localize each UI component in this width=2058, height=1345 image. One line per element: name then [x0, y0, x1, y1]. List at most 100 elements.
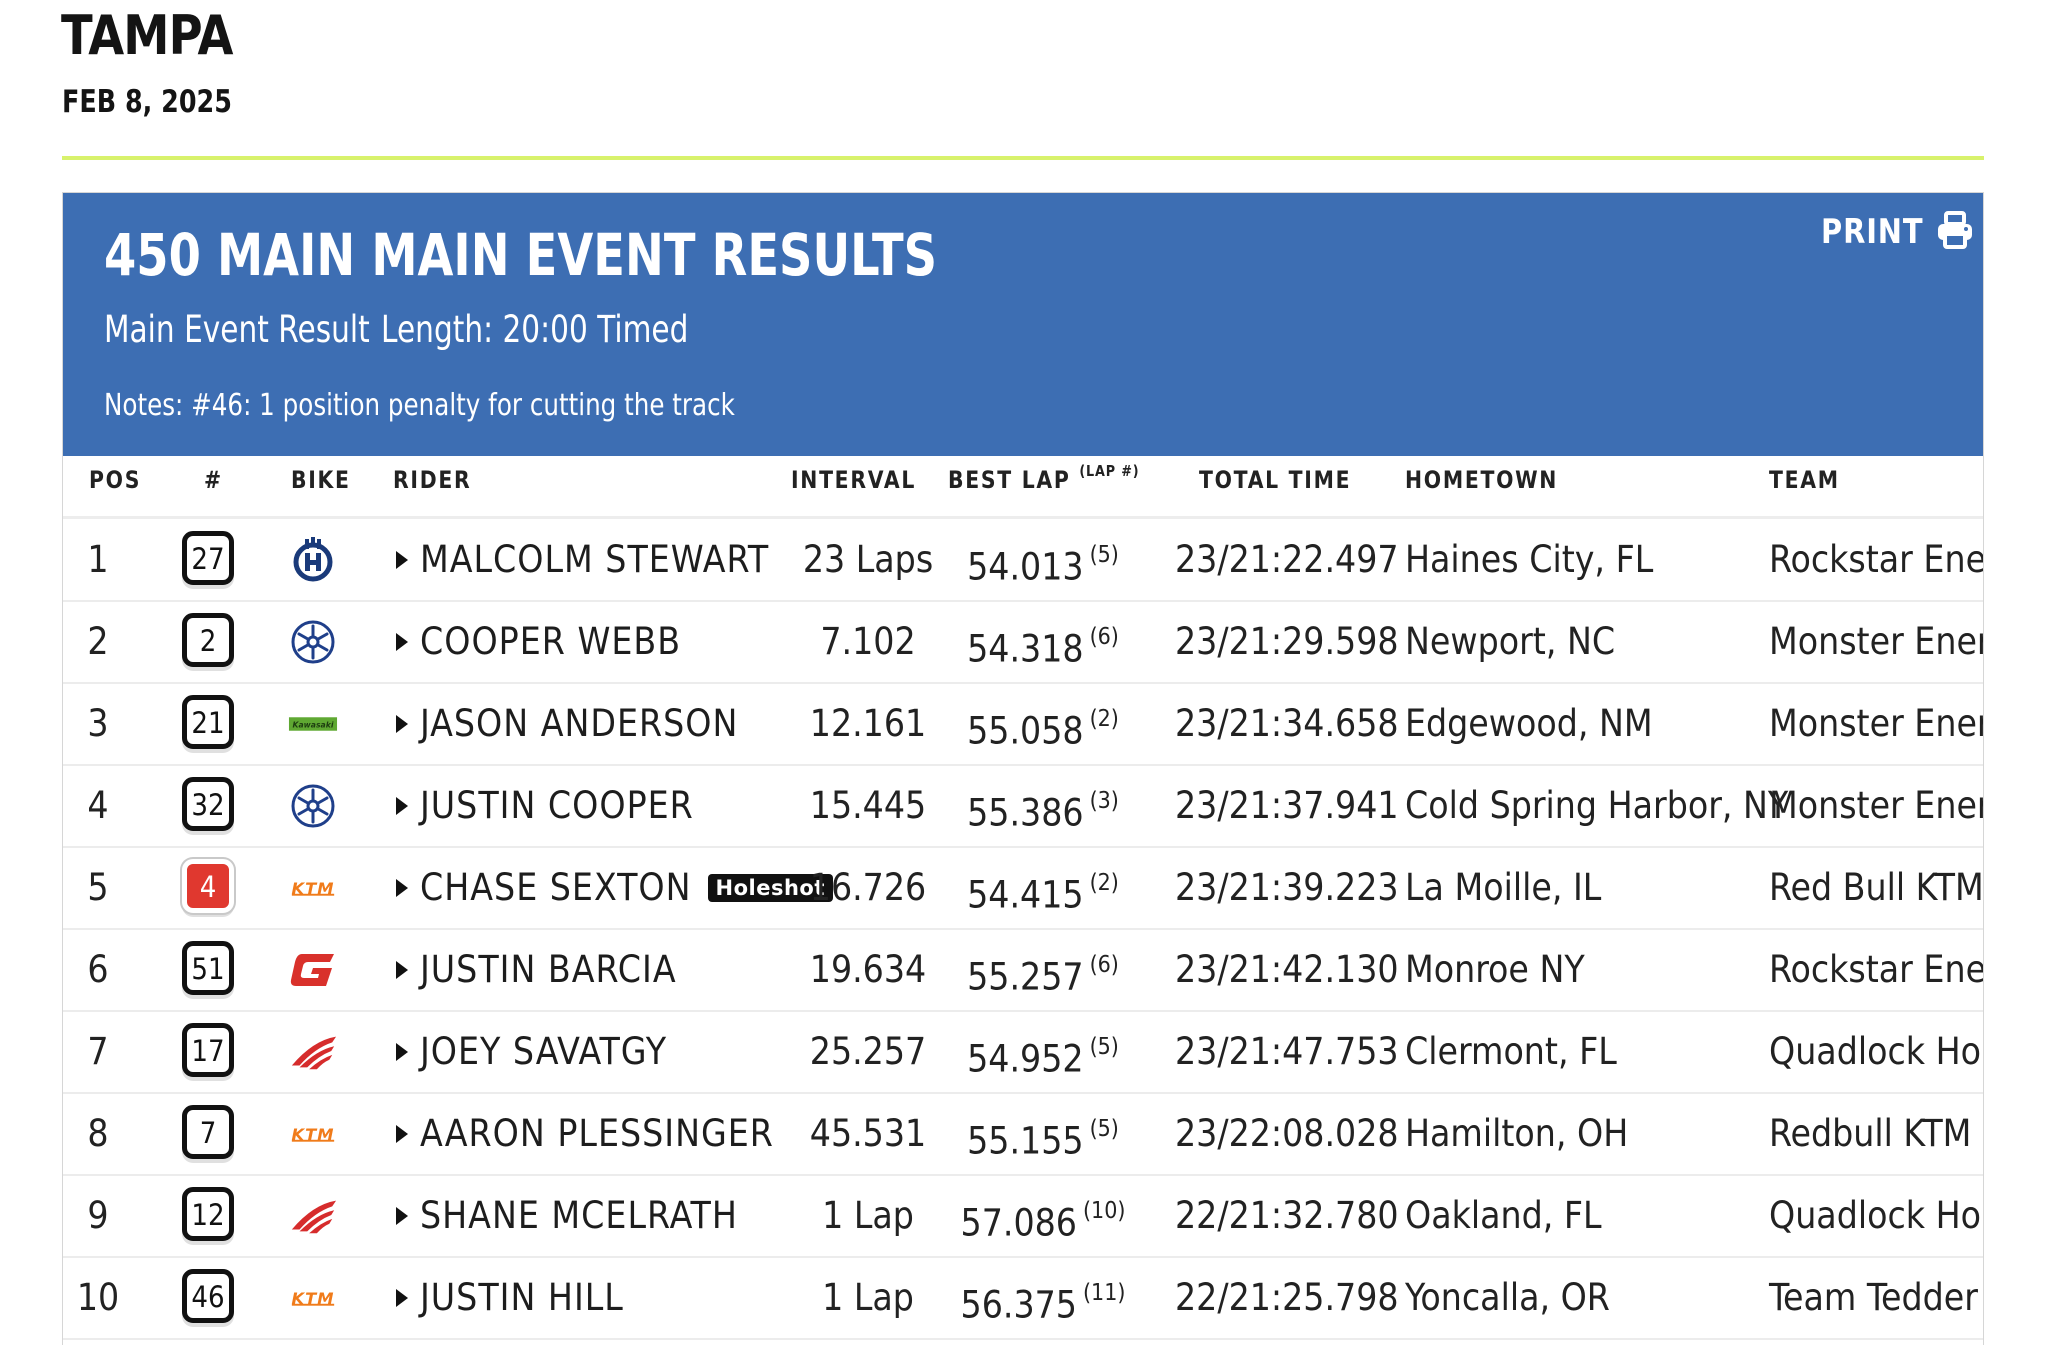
svg-text:KTM: KTM — [292, 879, 335, 898]
col-team: TEAM — [1769, 466, 1840, 494]
rider-number: 12 — [182, 1187, 234, 1241]
expand-caret-icon — [396, 550, 408, 569]
col-total-time: TOTAL TIME — [1199, 466, 1352, 494]
ktm-icon: KTM — [288, 863, 338, 913]
rider-number: 27 — [182, 531, 234, 585]
team: Red Bull KTM Fa — [1769, 866, 1984, 909]
col-hometown: HOMETOWN — [1405, 466, 1559, 494]
best-lap: 55.058 (2) — [943, 683, 1143, 764]
honda-icon — [288, 1191, 338, 1241]
best-lap-time: 55.155 — [967, 1119, 1084, 1163]
hometown: Edgewood, NM — [1405, 702, 1653, 745]
best-lap-number: (2) — [1089, 870, 1119, 896]
honda-icon — [288, 1027, 338, 1077]
best-lap-number: (6) — [1089, 952, 1119, 978]
team: Monster Energy — [1769, 702, 1983, 745]
position: 5 — [87, 866, 109, 909]
rider-number: 2 — [182, 613, 234, 667]
rider-link[interactable]: CHASE SEXTON Holeshot — [396, 847, 833, 928]
total-time: 23/21:42.130 — [1175, 948, 1399, 991]
rider-link[interactable]: AARON PLESSINGER — [396, 1093, 774, 1174]
rider-name: JUSTIN HILL — [420, 1276, 624, 1319]
rider-link[interactable]: JUSTIN HILL — [396, 1257, 624, 1338]
expand-caret-icon — [396, 878, 408, 897]
print-button[interactable]: PRINT — [1803, 207, 1975, 257]
yamaha-icon — [288, 617, 338, 667]
hometown: Yoncalla, OR — [1405, 1276, 1610, 1319]
total-time: 23/21:34.658 — [1175, 702, 1399, 745]
position: 6 — [87, 948, 109, 991]
position: 8 — [87, 1112, 109, 1155]
rider-name: JUSTIN BARCIA — [420, 948, 677, 991]
position: 9 — [87, 1194, 109, 1237]
race-length: Length: 20:00 Timed — [381, 308, 689, 351]
rider-name: SHANE MCELRATH — [420, 1194, 738, 1237]
rider-name: JASON ANDERSON — [420, 702, 739, 745]
table-row: 10 46 KTM JUSTIN HILL 1 Lap 56.375 (11) 22/21:2… — [63, 1257, 1983, 1340]
best-lap-number: (5) — [1089, 1034, 1119, 1060]
hometown: Cold Spring Harbor, NY — [1405, 784, 1789, 827]
best-lap-number: (6) — [1089, 624, 1119, 650]
team: Redbull KTM Fac — [1769, 1112, 1983, 1155]
interval: 12.161 — [809, 702, 927, 745]
position: 7 — [87, 1030, 109, 1073]
svg-text:Kawasaki: Kawasaki — [293, 720, 334, 729]
best-lap-number: (11) — [1082, 1280, 1126, 1306]
interval: 45.531 — [809, 1112, 927, 1155]
interval: 16.726 — [809, 866, 927, 909]
best-lap-time: 54.318 — [967, 627, 1084, 671]
rider-link[interactable]: SHANE MCELRATH — [396, 1175, 738, 1256]
best-lap: 54.013 (5) — [943, 519, 1143, 600]
rider-link[interactable]: JUSTIN COOPER — [396, 765, 694, 846]
rider-name: COOPER WEBB — [420, 620, 682, 663]
results-banner: 450 MAIN MAIN EVENT RESULTS Main Event R… — [63, 193, 1983, 456]
rider-number: 21 — [182, 695, 234, 749]
interval: 1 Lap — [822, 1194, 914, 1237]
rider-number: 46 — [182, 1269, 234, 1323]
total-time: 23/21:39.223 — [1175, 866, 1399, 909]
total-time: 23/21:22.497 — [1175, 538, 1399, 581]
best-lap: 54.318 (6) — [943, 601, 1143, 682]
expand-caret-icon — [396, 714, 408, 733]
best-lap-number: (5) — [1089, 542, 1119, 568]
total-time: 23/21:37.941 — [1175, 784, 1399, 827]
hometown: Oakland, FL — [1405, 1194, 1602, 1237]
divider — [62, 156, 1984, 160]
position: 4 — [87, 784, 109, 827]
total-time: 23/22:08.028 — [1175, 1112, 1399, 1155]
best-lap: 54.415 (2) — [943, 847, 1143, 928]
kawasaki-icon: Kawasaki — [288, 699, 338, 749]
rider-link[interactable]: JOEY SAVATGY — [396, 1011, 667, 1092]
result-type: Main Event Result — [104, 308, 370, 351]
rider-link[interactable]: JUSTIN BARCIA — [396, 929, 677, 1010]
col-best-lap-label: BEST LAP — [948, 466, 1071, 494]
best-lap-time: 56.375 — [960, 1283, 1077, 1327]
team: Quadlock Honda — [1769, 1194, 1983, 1237]
rider-link[interactable]: MALCOLM STEWART — [396, 519, 769, 600]
gasgas-icon — [288, 945, 338, 995]
position: 10 — [76, 1276, 120, 1319]
position: 1 — [87, 538, 109, 581]
team: Rockstar Energy — [1769, 538, 1984, 581]
expand-caret-icon — [396, 1124, 408, 1143]
rider-number: 17 — [182, 1023, 234, 1077]
rider-link[interactable]: JASON ANDERSON — [396, 683, 738, 764]
total-time: 22/21:25.798 — [1175, 1276, 1399, 1319]
col-number: # — [204, 466, 223, 494]
rider-number: 32 — [182, 777, 234, 831]
team: Quadlock Honda — [1769, 1030, 1983, 1073]
expand-caret-icon — [396, 796, 408, 815]
rider-name: MALCOLM STEWART — [420, 538, 770, 581]
expand-caret-icon — [396, 1042, 408, 1061]
best-lap: 55.257 (6) — [943, 929, 1143, 1010]
best-lap-time: 54.952 — [967, 1037, 1084, 1081]
team: Monster Energy — [1769, 784, 1983, 827]
results-notes: Notes: #46: 1 position penalty for cutti… — [104, 388, 735, 423]
rider-name: CHASE SEXTON — [420, 866, 692, 909]
best-lap-number: (2) — [1089, 706, 1119, 732]
rider-link[interactable]: COOPER WEBB — [396, 601, 681, 682]
rider-number: 51 — [182, 941, 234, 995]
table-row: 8 7 KTM AARON PLESSINGER 45.531 55.155 (5) 23/2… — [63, 1093, 1983, 1176]
ktm-icon: KTM — [288, 1109, 338, 1159]
rider-number: 7 — [182, 1105, 234, 1159]
